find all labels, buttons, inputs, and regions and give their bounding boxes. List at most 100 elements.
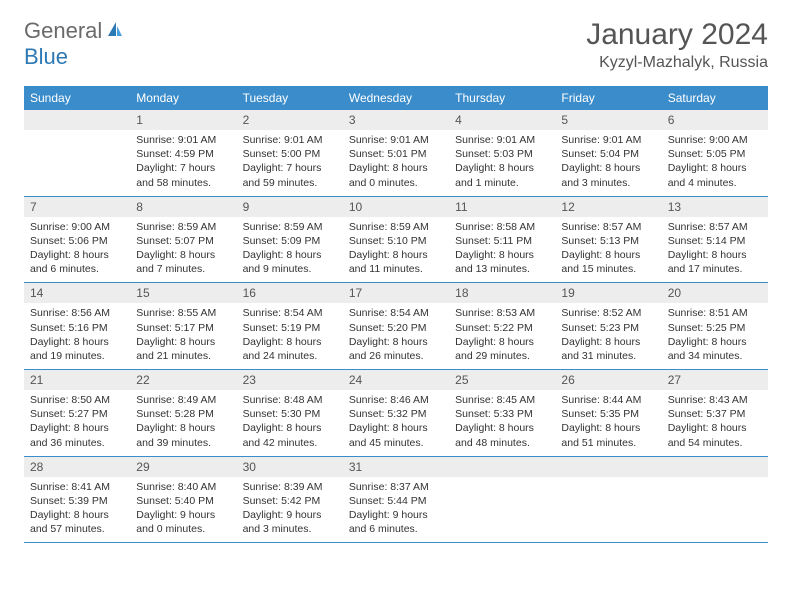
daylight-text: Daylight: 9 hours and 0 minutes.: [136, 508, 230, 536]
sunset-text: Sunset: 5:09 PM: [243, 234, 337, 248]
sunset-text: Sunset: 5:30 PM: [243, 407, 337, 421]
day-header: Sunday: [24, 86, 130, 110]
day-header: Friday: [555, 86, 661, 110]
day-number: 2: [237, 110, 343, 130]
day-details: Sunrise: 8:54 AMSunset: 5:19 PMDaylight:…: [237, 303, 343, 369]
week-row: 7Sunrise: 9:00 AMSunset: 5:06 PMDaylight…: [24, 197, 768, 284]
day-number: 28: [24, 457, 130, 477]
calendar-cell: 10Sunrise: 8:59 AMSunset: 5:10 PMDayligh…: [343, 197, 449, 283]
sunset-text: Sunset: 5:19 PM: [243, 321, 337, 335]
sunrise-text: Sunrise: 8:51 AM: [668, 306, 762, 320]
day-number: 6: [662, 110, 768, 130]
sunrise-text: Sunrise: 8:44 AM: [561, 393, 655, 407]
logo: General: [24, 18, 126, 44]
day-details: Sunrise: 8:44 AMSunset: 5:35 PMDaylight:…: [555, 390, 661, 456]
sunset-text: Sunset: 5:22 PM: [455, 321, 549, 335]
sunset-text: Sunset: 5:14 PM: [668, 234, 762, 248]
sunrise-text: Sunrise: 8:58 AM: [455, 220, 549, 234]
day-number: 3: [343, 110, 449, 130]
calendar-cell: [662, 457, 768, 543]
daylight-text: Daylight: 8 hours and 3 minutes.: [561, 161, 655, 189]
day-details: Sunrise: 8:55 AMSunset: 5:17 PMDaylight:…: [130, 303, 236, 369]
daylight-text: Daylight: 8 hours and 24 minutes.: [243, 335, 337, 363]
sunset-text: Sunset: 5:06 PM: [30, 234, 124, 248]
daylight-text: Daylight: 8 hours and 36 minutes.: [30, 421, 124, 449]
calendar-cell: [555, 457, 661, 543]
calendar-cell: 19Sunrise: 8:52 AMSunset: 5:23 PMDayligh…: [555, 283, 661, 369]
calendar-cell: 20Sunrise: 8:51 AMSunset: 5:25 PMDayligh…: [662, 283, 768, 369]
header: General January 2024 Kyzyl-Mazhalyk, Rus…: [24, 18, 768, 72]
day-number: 27: [662, 370, 768, 390]
sunrise-text: Sunrise: 8:37 AM: [349, 480, 443, 494]
sunrise-text: Sunrise: 8:53 AM: [455, 306, 549, 320]
sunrise-text: Sunrise: 8:40 AM: [136, 480, 230, 494]
day-header: Monday: [130, 86, 236, 110]
sunset-text: Sunset: 5:35 PM: [561, 407, 655, 421]
sunrise-text: Sunrise: 8:39 AM: [243, 480, 337, 494]
day-number: 11: [449, 197, 555, 217]
calendar-cell: 1Sunrise: 9:01 AMSunset: 4:59 PMDaylight…: [130, 110, 236, 196]
day-details: Sunrise: 8:46 AMSunset: 5:32 PMDaylight:…: [343, 390, 449, 456]
sunset-text: Sunset: 5:04 PM: [561, 147, 655, 161]
day-number: 18: [449, 283, 555, 303]
sunset-text: Sunset: 5:42 PM: [243, 494, 337, 508]
sunset-text: Sunset: 5:20 PM: [349, 321, 443, 335]
day-details: Sunrise: 8:52 AMSunset: 5:23 PMDaylight:…: [555, 303, 661, 369]
calendar-cell: 30Sunrise: 8:39 AMSunset: 5:42 PMDayligh…: [237, 457, 343, 543]
day-header: Wednesday: [343, 86, 449, 110]
day-number: 17: [343, 283, 449, 303]
sunset-text: Sunset: 5:10 PM: [349, 234, 443, 248]
sunset-text: Sunset: 5:23 PM: [561, 321, 655, 335]
day-details: Sunrise: 9:01 AMSunset: 4:59 PMDaylight:…: [130, 130, 236, 196]
sunset-text: Sunset: 5:01 PM: [349, 147, 443, 161]
sunrise-text: Sunrise: 8:57 AM: [561, 220, 655, 234]
calendar-cell: 12Sunrise: 8:57 AMSunset: 5:13 PMDayligh…: [555, 197, 661, 283]
sunrise-text: Sunrise: 9:01 AM: [455, 133, 549, 147]
daylight-text: Daylight: 8 hours and 34 minutes.: [668, 335, 762, 363]
day-number: 1: [130, 110, 236, 130]
daylight-text: Daylight: 8 hours and 11 minutes.: [349, 248, 443, 276]
logo-text-general: General: [24, 18, 102, 44]
calendar-cell: 29Sunrise: 8:40 AMSunset: 5:40 PMDayligh…: [130, 457, 236, 543]
day-number: 22: [130, 370, 236, 390]
sunrise-text: Sunrise: 8:52 AM: [561, 306, 655, 320]
day-number: 24: [343, 370, 449, 390]
title-block: January 2024 Kyzyl-Mazhalyk, Russia: [586, 18, 768, 72]
sunrise-text: Sunrise: 9:01 AM: [349, 133, 443, 147]
day-number: 19: [555, 283, 661, 303]
day-details: Sunrise: 8:56 AMSunset: 5:16 PMDaylight:…: [24, 303, 130, 369]
sunrise-text: Sunrise: 8:55 AM: [136, 306, 230, 320]
calendar-cell: 28Sunrise: 8:41 AMSunset: 5:39 PMDayligh…: [24, 457, 130, 543]
calendar-cell: 3 Sunrise: 9:01 AMSunset: 5:01 PMDaylight…: [343, 110, 449, 196]
calendar-cell: 31Sunrise: 8:37 AMSunset: 5:44 PMDayligh…: [343, 457, 449, 543]
daylight-text: Daylight: 8 hours and 17 minutes.: [668, 248, 762, 276]
daylight-text: Daylight: 9 hours and 6 minutes.: [349, 508, 443, 536]
sunrise-text: Sunrise: 8:46 AM: [349, 393, 443, 407]
day-number: 8: [130, 197, 236, 217]
daylight-text: Daylight: 8 hours and 45 minutes.: [349, 421, 443, 449]
sunset-text: Sunset: 5:16 PM: [30, 321, 124, 335]
daylight-text: Daylight: 8 hours and 57 minutes.: [30, 508, 124, 536]
day-details: Sunrise: 9:01 AMSunset: 5:04 PMDaylight:…: [555, 130, 661, 196]
daylight-text: Daylight: 8 hours and 0 minutes.: [349, 161, 443, 189]
sunset-text: Sunset: 5:25 PM: [668, 321, 762, 335]
week-row: 1Sunrise: 9:01 AMSunset: 4:59 PMDaylight…: [24, 110, 768, 197]
daylight-text: Daylight: 8 hours and 4 minutes.: [668, 161, 762, 189]
calendar-cell: 24Sunrise: 8:46 AMSunset: 5:32 PMDayligh…: [343, 370, 449, 456]
day-number: [555, 457, 661, 477]
sunset-text: Sunset: 5:03 PM: [455, 147, 549, 161]
calendar-cell: 21Sunrise: 8:50 AMSunset: 5:27 PMDayligh…: [24, 370, 130, 456]
sunrise-text: Sunrise: 9:00 AM: [30, 220, 124, 234]
day-number: 15: [130, 283, 236, 303]
calendar-cell: 4Sunrise: 9:01 AMSunset: 5:03 PMDaylight…: [449, 110, 555, 196]
calendar-cell: [449, 457, 555, 543]
day-details: Sunrise: 9:01 AMSunset: 5:00 PMDaylight:…: [237, 130, 343, 196]
day-number: [662, 457, 768, 477]
day-details: Sunrise: 8:58 AMSunset: 5:11 PMDaylight:…: [449, 217, 555, 283]
day-details: Sunrise: 9:00 AMSunset: 5:05 PMDaylight:…: [662, 130, 768, 196]
day-details: Sunrise: 9:00 AMSunset: 5:06 PMDaylight:…: [24, 217, 130, 283]
calendar-cell: 15Sunrise: 8:55 AMSunset: 5:17 PMDayligh…: [130, 283, 236, 369]
sunrise-text: Sunrise: 9:01 AM: [136, 133, 230, 147]
day-details: Sunrise: 8:45 AMSunset: 5:33 PMDaylight:…: [449, 390, 555, 456]
calendar-cell: 25Sunrise: 8:45 AMSunset: 5:33 PMDayligh…: [449, 370, 555, 456]
